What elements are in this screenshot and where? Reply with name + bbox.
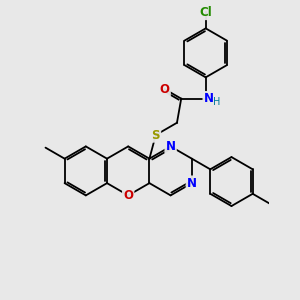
Text: Cl: Cl xyxy=(199,6,212,19)
Text: S: S xyxy=(152,128,160,142)
Text: N: N xyxy=(187,177,197,190)
Text: O: O xyxy=(123,189,133,202)
Text: N: N xyxy=(166,140,176,153)
Text: N: N xyxy=(204,92,214,105)
Text: O: O xyxy=(160,82,170,96)
Text: H: H xyxy=(213,97,220,106)
